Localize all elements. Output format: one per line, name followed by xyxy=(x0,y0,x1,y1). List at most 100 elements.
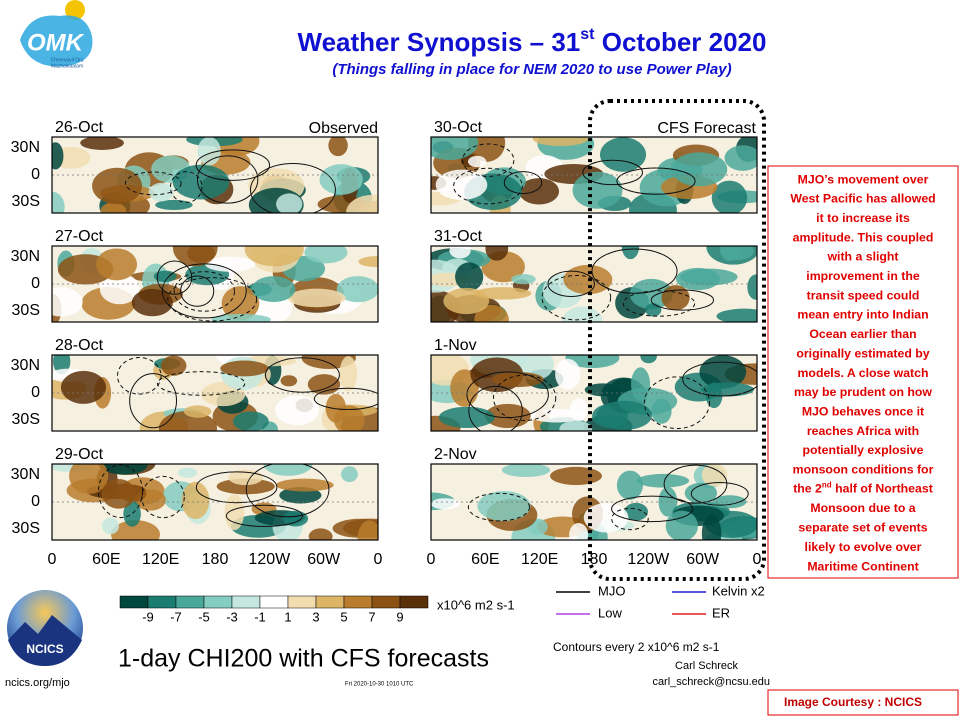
blob xyxy=(700,382,755,397)
blob xyxy=(160,355,187,376)
blob xyxy=(716,308,757,322)
blob xyxy=(449,246,471,259)
lon-label: 60E xyxy=(471,551,499,568)
colorbar-label: -1 xyxy=(254,609,266,624)
contour xyxy=(643,376,710,430)
blob xyxy=(111,520,160,540)
blob xyxy=(357,520,378,540)
blob xyxy=(233,411,269,431)
lat-label: 30S xyxy=(12,411,40,428)
lat-label: 30S xyxy=(12,520,40,537)
plot-title: 1-day CHI200 with CFS forecasts xyxy=(118,645,489,673)
contour xyxy=(616,167,696,195)
blob xyxy=(701,514,722,540)
blob xyxy=(308,528,333,540)
ncics-logo: NCICS xyxy=(7,590,83,666)
lon-label: 60E xyxy=(92,551,120,568)
logo-tagline: Chennaiyil Oru xyxy=(50,57,83,63)
map-frame xyxy=(51,245,379,323)
blob xyxy=(473,287,532,300)
lat-label: 0 xyxy=(31,384,40,401)
lat-label: 30S xyxy=(12,193,40,210)
legend-label: Kelvin x2 xyxy=(712,583,765,598)
map xyxy=(51,245,379,323)
colorbar-cell xyxy=(231,595,261,609)
note-line: MJO behaves once it xyxy=(802,404,924,418)
logo-text: OMK xyxy=(27,29,85,56)
colorbar-cell xyxy=(343,595,373,609)
map-field xyxy=(431,246,757,322)
colorbar-cell xyxy=(259,595,289,609)
map xyxy=(51,354,379,432)
contour xyxy=(116,357,162,395)
blob xyxy=(52,191,65,213)
lon-label: 120E xyxy=(142,551,179,568)
lon-label: 0 xyxy=(753,551,762,568)
blob xyxy=(100,202,127,213)
blob xyxy=(671,152,728,187)
contour xyxy=(462,143,515,177)
email: carl_schreck@ncsu.edu xyxy=(652,676,770,688)
blob xyxy=(518,178,560,205)
blob xyxy=(562,306,603,322)
note-line: Ocean earlier than xyxy=(809,327,916,341)
note-line: it to increase its xyxy=(816,211,910,225)
contour xyxy=(541,274,612,321)
blob xyxy=(177,467,198,478)
lat-label: 0 xyxy=(31,166,40,183)
contour xyxy=(690,481,749,506)
blob xyxy=(596,400,653,430)
omk-logo: OMK Chennaiyil Oru Mazhaikaalam xyxy=(20,0,93,69)
note-line: separate set of events xyxy=(798,521,927,535)
note-line: transit speed could xyxy=(807,288,920,302)
blob xyxy=(99,273,140,305)
colorbar-cell xyxy=(203,595,233,609)
blob xyxy=(532,137,589,147)
colorbar-cell xyxy=(175,595,205,609)
blob xyxy=(559,420,593,431)
contour xyxy=(156,371,246,396)
lat-label: 30N xyxy=(11,248,40,265)
contour xyxy=(503,171,543,195)
blob xyxy=(263,464,313,476)
blob xyxy=(572,171,623,209)
contour xyxy=(468,385,523,431)
colorbar-cell xyxy=(371,595,401,609)
map-field xyxy=(431,137,757,213)
blob xyxy=(455,262,484,292)
contours-note: Contours every 2 x10^6 m2 s-1 xyxy=(553,640,720,654)
colorbar-cell xyxy=(315,595,345,609)
panels: 30N 0 30S 26-Oct 30-Oct 30N 0 30S 27-Oct 31-Oct 30… xyxy=(11,119,762,568)
blob xyxy=(435,169,488,201)
contour xyxy=(225,504,303,527)
lon-label: 120W xyxy=(248,551,291,568)
colorbar-cell xyxy=(147,595,177,609)
lon-label: 60W xyxy=(307,551,341,568)
map-frame xyxy=(51,463,379,541)
map-frame xyxy=(430,354,758,432)
colorbar-cell xyxy=(119,595,149,609)
colorbar-unit: x10^6 m2 s-1 xyxy=(437,597,515,612)
lon-label: 0 xyxy=(427,551,436,568)
note-line: reaches Africa with xyxy=(807,424,919,438)
note-line: the 2nd half of Northeast xyxy=(793,481,933,496)
colorbar-label: 7 xyxy=(368,609,375,624)
lon-label: 0 xyxy=(48,551,57,568)
blob xyxy=(52,287,83,317)
note-line: mean entry into Indian xyxy=(797,308,928,322)
blob xyxy=(101,517,120,535)
colorbar-label: -9 xyxy=(142,609,154,624)
blob xyxy=(665,510,698,540)
blob xyxy=(287,288,346,308)
map-field xyxy=(431,355,757,431)
contour xyxy=(313,387,378,410)
blob xyxy=(645,303,662,317)
contour xyxy=(167,277,258,322)
map-frame xyxy=(430,136,758,214)
note-line: improvement in the xyxy=(806,269,920,283)
blob xyxy=(438,406,495,429)
blob xyxy=(183,405,212,418)
map-frame xyxy=(51,136,379,214)
colorbar: -9 -7 -5 -3 -1 1 3 5 7 9 xyxy=(119,595,429,624)
title: Weather Synopsis – 31st October 2020 xyxy=(298,26,767,57)
